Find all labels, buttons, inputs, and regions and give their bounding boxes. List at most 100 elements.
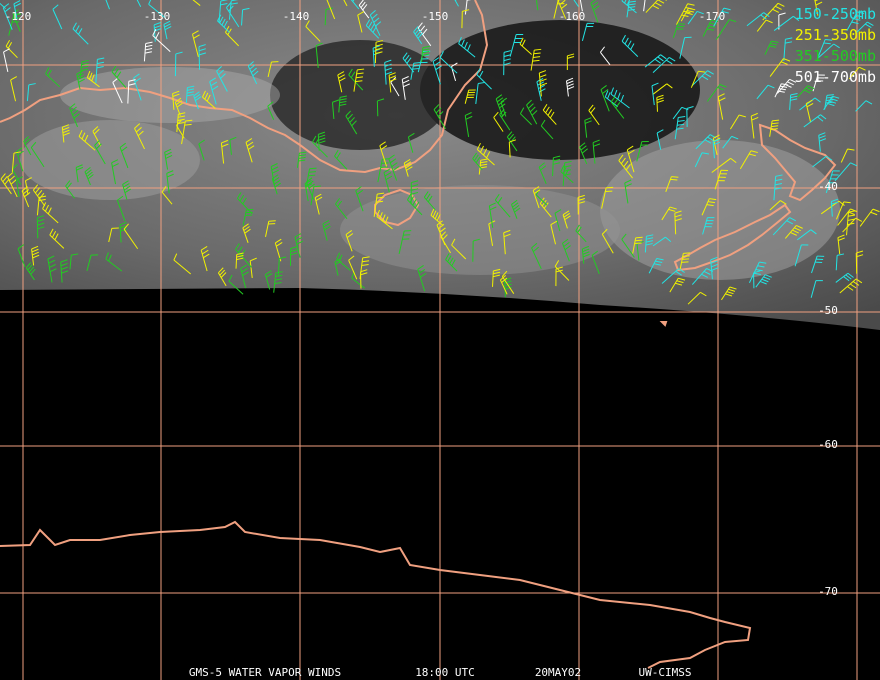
barb-feather [607,92,611,99]
wind-barb [174,97,184,116]
wind-barb [519,37,532,55]
barb-feather [660,54,667,60]
barb-feather [76,166,84,171]
wind-barb [679,36,692,59]
barb-staff [475,83,479,104]
barb-feather [577,194,585,198]
wind-barb [783,37,793,62]
barb-staff [105,0,110,10]
barb-staff [249,260,253,278]
barb-feather [823,42,831,45]
wind-barb [242,208,254,226]
barb-feather [219,269,225,276]
wind-barb [621,233,635,258]
wind-barb [432,57,442,85]
barb-feather [856,254,864,258]
barb-feather [193,34,200,39]
barb-feather [120,225,127,229]
wind-barb [119,222,128,243]
barb-staff [390,82,400,97]
barb-feather [437,111,444,117]
barb-feather [806,102,814,108]
barb-feather [771,122,779,125]
barb-staff [500,101,507,117]
barb-feather [676,127,684,130]
barb-feather [368,21,373,29]
barb-feather [623,160,629,168]
barb-feather [563,241,570,247]
wind-barb [235,252,244,269]
barb-feather [10,76,17,81]
wind-barb [820,200,845,215]
barb-feather [228,5,234,12]
barb-feather [154,25,162,29]
barb-feather [89,72,93,80]
barb-feather [778,88,786,91]
barb-feather [826,94,834,96]
coastline [0,520,752,669]
barb-feather [501,270,508,277]
barb-feather [60,259,68,263]
barb-feather [503,62,511,66]
barb-feather [49,228,54,236]
barb-feather [683,252,691,254]
barb-feather [628,149,635,155]
barb-feather [241,267,248,273]
barb-feather [389,75,397,79]
barb-feather [624,179,632,184]
wind-barb [566,53,575,70]
wind-barb [198,44,207,70]
barb-feather [172,93,180,97]
barb-feather [246,141,254,147]
barb-feather [220,272,227,278]
barb-staff [198,46,201,70]
barb-feather [827,103,835,107]
barb-feather [315,196,323,202]
barb-staff [116,200,126,222]
barb-feather [831,201,839,205]
barb-feather [553,155,561,159]
barb-feather [123,183,130,188]
barb-feather [750,150,758,154]
wind-barb [439,51,458,74]
barb-feather [731,135,739,140]
barb-feather [403,158,411,164]
barb-feather [163,20,171,25]
barb-feather [375,40,383,43]
barb-feather [713,141,721,146]
barb-feather [272,169,279,174]
barb-feather [274,182,282,188]
barb-feather [698,70,706,73]
barb-feather [785,41,793,44]
barb-staff [350,0,360,10]
barb-feather [504,277,512,281]
barb-feather [220,3,228,6]
barb-feather [701,273,708,278]
barb-feather [86,70,91,78]
barb-feather [12,164,18,170]
wind-barb [796,229,817,241]
wind-barb [644,234,654,253]
dry-slot [270,40,450,150]
barb-feather [69,103,76,109]
wind-barb [116,195,126,222]
barb-feather [855,14,863,18]
wind-barb [358,0,370,19]
wind-barb [105,252,123,272]
barb-feather [350,71,356,78]
wind-barb [503,50,511,76]
barb-feather [30,268,36,275]
barb-feather [432,210,437,218]
barb-feather [37,215,45,219]
barb-feather [294,233,302,238]
barb-feather [843,276,850,282]
barb-feather [480,163,488,166]
barb-feather [4,178,10,185]
coastline [758,123,837,202]
barb-feather [408,132,415,138]
wind-barb [476,68,492,90]
footer: GMS-5 WATER VAPOR WINDS 18:00 UTC 20MAY0… [189,666,692,679]
barb-staff [86,254,92,271]
wind-barb [769,200,787,211]
barb-feather [227,28,232,36]
